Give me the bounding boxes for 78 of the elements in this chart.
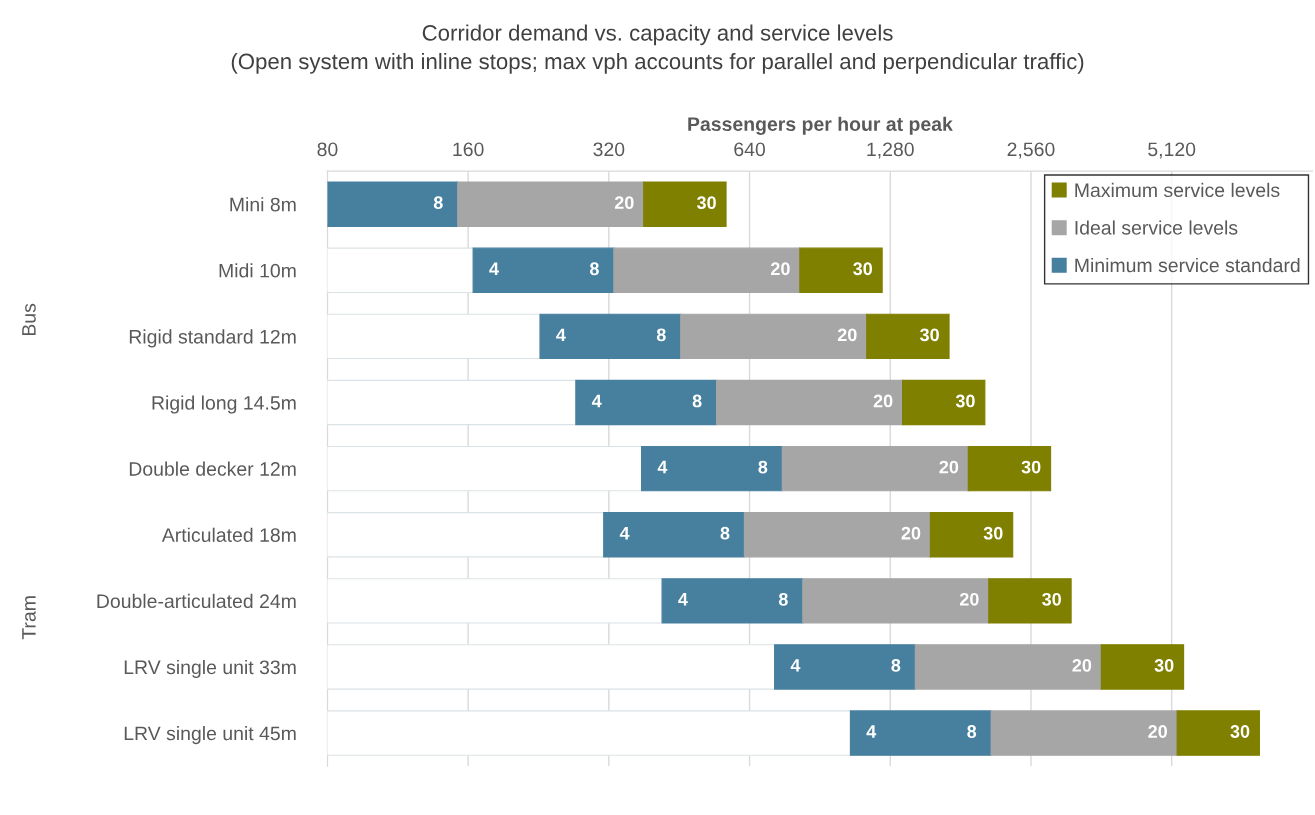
annotation: 20 [959,592,979,606]
x-tick-label: 1,280 [867,142,914,159]
text: Bus [22,303,36,336]
bar [716,379,904,426]
annotation: 8 [758,460,768,474]
annotation: 30 [1154,659,1174,672]
annotation: 8 [589,262,599,276]
annotation: 30 [696,196,716,210]
y-tick-label: Double decker 12m [129,461,296,476]
legend-label: Maximum service levels [1075,182,1280,198]
annotation: 20 [873,394,893,408]
bar [929,512,1014,558]
annotation: 8 [433,196,443,210]
x-tick-label: 160 [453,142,484,157]
annotation: 30 [853,262,873,276]
bar [967,445,1052,492]
x-tick-label: 80 [317,142,338,157]
bar [774,644,916,690]
annotation: 30 [919,328,939,342]
annotation: 30 [1230,725,1250,738]
annotation: 30 [983,526,1003,540]
annotation: 8 [692,394,702,408]
annotation: 30 [1042,592,1061,606]
annotation: 8 [891,659,901,672]
bar [990,710,1178,756]
annotation: 4 [657,460,668,474]
annotation: 8 [720,526,730,540]
bar [849,710,992,756]
text: Tram [22,596,36,640]
chart-title: Corridor demand vs. capacity and service levels [422,24,893,46]
annotation: 4 [619,526,630,540]
bar [914,644,1102,690]
bar [680,313,868,360]
annotation: 4 [591,394,602,408]
legend-label: Ideal service levels [1075,220,1238,235]
bar [1176,710,1261,756]
y-tick-label: LRV single unit 33m [124,659,296,679]
annotation: 20 [901,526,921,540]
bar [988,578,1072,624]
y-tick-label: Midi 10m [219,263,296,278]
y-tick-label: Rigid standard 12m [129,329,296,348]
annotation: 4 [556,328,566,342]
y-tick-label: Mini 8m [230,197,296,212]
y-tick-label: Articulated 18m [161,527,296,542]
annotation: 30 [955,394,975,408]
annotation: 4 [678,593,688,606]
annotation: 20 [1148,725,1167,738]
y-tick-label: LRV single unit 45m [124,726,296,745]
annotation: 8 [656,328,666,342]
bar [613,247,801,294]
y-tick-label: Rigid long 14.5m [152,395,296,414]
y-tick-label: Double-articulated 24m [97,593,296,609]
annotation: 8 [967,725,977,738]
legend-label: Minimum service standard [1075,257,1300,273]
annotation: 20 [1072,659,1092,672]
annotation: 4 [790,659,801,672]
bar [643,181,727,227]
annotation: 20 [771,262,790,276]
x-tick-label: 320 [593,142,625,157]
bar [799,247,883,294]
chart-subtitle: (Open system with inline stops; max vph accounts for parallel and perpendicular traffic) [231,52,1084,74]
bar [866,313,950,360]
bar [902,379,986,426]
annotation: 4 [866,725,877,738]
annotation: 20 [939,460,959,474]
bar [743,512,931,558]
bar [1100,644,1185,690]
annotation: 30 [1021,460,1041,474]
x-axis-title: Passengers per hour at peak [688,116,953,135]
annotation: 8 [778,592,788,606]
bar [802,578,990,624]
annotation: 4 [489,262,499,275]
x-tick-label: 640 [734,142,766,157]
x-tick-label: 2,560 [1007,142,1055,159]
x-tick-label: 5,120 [1148,142,1196,159]
annotation: 20 [614,196,634,210]
annotation: 20 [837,328,857,342]
bar [781,445,969,492]
